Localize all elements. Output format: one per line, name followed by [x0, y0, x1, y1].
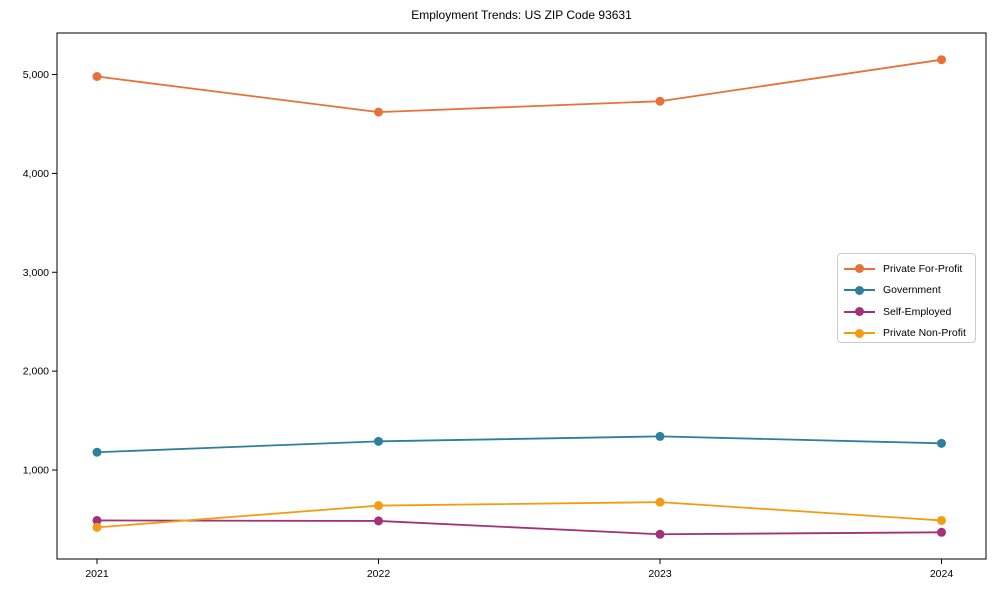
data-point-government-2024	[937, 438, 946, 448]
x-tick-label: 2022	[367, 568, 391, 580]
data-point-government-2022	[374, 436, 383, 446]
series-line-private-for-profit	[96, 58, 942, 113]
data-point-self-employed-2023	[655, 529, 665, 539]
series-line-private-non-profit	[96, 501, 942, 529]
legend-label: Government	[883, 284, 941, 297]
y-tick-label: 1,000	[23, 465, 49, 477]
data-point-government-2023	[655, 431, 665, 441]
legend-item: Private For-Profit	[838, 258, 975, 280]
legend-marker-icon	[844, 285, 875, 295]
data-point-private-non-profit-2022	[374, 501, 383, 511]
data-point-government-2021	[92, 447, 102, 457]
x-tick-label: 2021	[85, 568, 109, 580]
legend-marker-icon	[844, 328, 875, 338]
plot-border	[56, 32, 987, 560]
data-point-self-employed-2022	[374, 516, 383, 526]
legend-label: Private Non-Profit	[883, 327, 966, 340]
x-tick-label: 2024	[930, 568, 954, 580]
data-point-private-non-profit-2023	[655, 497, 665, 507]
legend-marker-icon	[844, 307, 875, 317]
data-point-private-for-profit-2021	[92, 72, 102, 82]
y-tick-label: 2,000	[23, 366, 49, 378]
legend-label: Self-Employed	[883, 305, 952, 318]
legend-item: Self-Employed	[838, 301, 975, 323]
data-point-self-employed-2024	[937, 527, 946, 537]
data-point-private-for-profit-2023	[655, 96, 665, 106]
legend-item: Government	[838, 280, 975, 302]
legend-item: Private Non-Profit	[838, 323, 975, 345]
series-line-government	[96, 435, 942, 454]
legend: Private For-Profit Government Self-Emplo…	[837, 253, 976, 343]
chart-title: Employment Trends: US ZIP Code 93631	[411, 8, 632, 22]
data-point-private-non-profit-2021	[92, 522, 102, 532]
data-point-self-employed-2021	[92, 515, 102, 525]
y-tick-label: 5,000	[23, 69, 49, 81]
legend-marker-icon	[844, 264, 875, 274]
legend-label: Private For-Profit	[883, 262, 963, 275]
data-point-private-for-profit-2024	[937, 55, 946, 65]
x-tick-label: 2023	[648, 568, 672, 580]
data-point-private-non-profit-2024	[937, 515, 946, 525]
y-tick-label: 3,000	[23, 267, 49, 279]
y-tick-label: 4,000	[23, 168, 49, 180]
data-point-private-for-profit-2022	[374, 107, 383, 117]
series-line-self-employed	[96, 519, 942, 536]
